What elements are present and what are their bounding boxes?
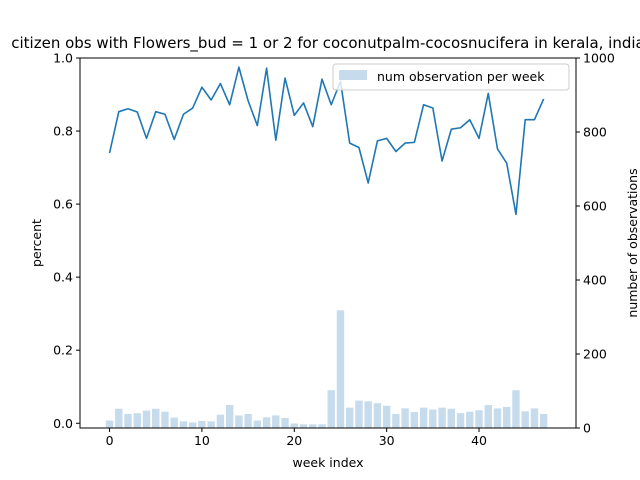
bar: [447, 408, 456, 428]
bar: [262, 417, 271, 428]
bar: [373, 403, 382, 428]
x-axis-label: week index: [292, 455, 363, 470]
bar: [364, 401, 372, 428]
x-tick-label: 0: [106, 433, 114, 448]
bar: [115, 408, 123, 428]
y-left-tick-label: 0.8: [53, 124, 73, 139]
bar: [539, 413, 548, 428]
bar: [429, 409, 437, 428]
bar: [484, 405, 492, 428]
line-series: [108, 66, 545, 216]
bar: [466, 411, 474, 428]
bar-series: [105, 310, 548, 428]
bar: [401, 408, 409, 428]
x-tick-label: 10: [194, 433, 210, 448]
bar: [253, 420, 262, 428]
bar: [493, 408, 502, 428]
bar: [105, 420, 114, 428]
y-right-tick-label: 600: [583, 199, 607, 214]
bar: [161, 411, 169, 428]
bar: [235, 415, 243, 428]
percent-line: [108, 66, 545, 216]
bar: [309, 424, 317, 428]
bar: [207, 421, 215, 428]
bar: [512, 390, 520, 428]
y-right-tick-label: 0: [583, 421, 591, 436]
bar: [530, 408, 539, 428]
bar: [272, 415, 280, 428]
bar: [225, 405, 234, 428]
bar: [188, 422, 197, 428]
legend: num observation per week: [332, 63, 570, 91]
bar: [475, 410, 483, 428]
bar: [456, 413, 465, 428]
y-axis-label-left: percent: [29, 219, 44, 267]
bar: [346, 407, 354, 428]
bar: [336, 310, 345, 428]
y-right-tick-label: 800: [583, 125, 607, 140]
bar: [355, 400, 363, 428]
bar: [392, 413, 400, 428]
y-axis-label-right: number of observations: [625, 168, 640, 317]
chart-title: citizen obs with Flowers_bud = 1 or 2 fo…: [11, 34, 640, 53]
bar: [521, 411, 529, 428]
bar: [179, 421, 188, 428]
bar: [216, 414, 225, 428]
bar: [170, 417, 178, 428]
y-axis-left: 0.0 0.2 0.4 0.6 0.8 1.0: [53, 51, 80, 431]
x-tick-label: 20: [286, 433, 302, 448]
x-axis: 0 10 20 30 40: [106, 428, 487, 448]
bar: [142, 410, 151, 428]
y-right-tick-label: 1000: [583, 51, 615, 66]
bar: [244, 413, 252, 428]
legend-box: [332, 63, 570, 91]
plot-frame: [79, 57, 577, 429]
bar: [503, 406, 511, 428]
bar: [152, 408, 160, 428]
y-left-tick-label: 1.0: [53, 51, 73, 66]
x-tick-label: 40: [471, 433, 487, 448]
y-axis-right: 0 200 400 600 800 1000: [576, 51, 615, 436]
bar: [198, 420, 206, 428]
bar: [290, 423, 298, 428]
bar: [438, 407, 446, 428]
legend-swatch: [339, 70, 367, 80]
bar: [124, 413, 132, 428]
x-tick-label: 30: [379, 433, 395, 448]
y-right-tick-label: 400: [583, 273, 607, 288]
legend-label: num observation per week: [377, 69, 545, 84]
bar: [281, 418, 289, 428]
y-right-tick-label: 200: [583, 347, 607, 362]
y-left-tick-label: 0.0: [53, 416, 73, 431]
y-left-tick-label: 0.2: [53, 343, 73, 358]
bar: [382, 405, 391, 428]
bar: [327, 390, 335, 428]
y-left-tick-label: 0.6: [53, 197, 73, 212]
bar: [133, 413, 141, 428]
bar: [318, 424, 326, 428]
bar: [410, 412, 419, 428]
bar: [419, 407, 428, 428]
bar: [299, 424, 308, 428]
y-left-tick-label: 0.4: [53, 270, 73, 285]
